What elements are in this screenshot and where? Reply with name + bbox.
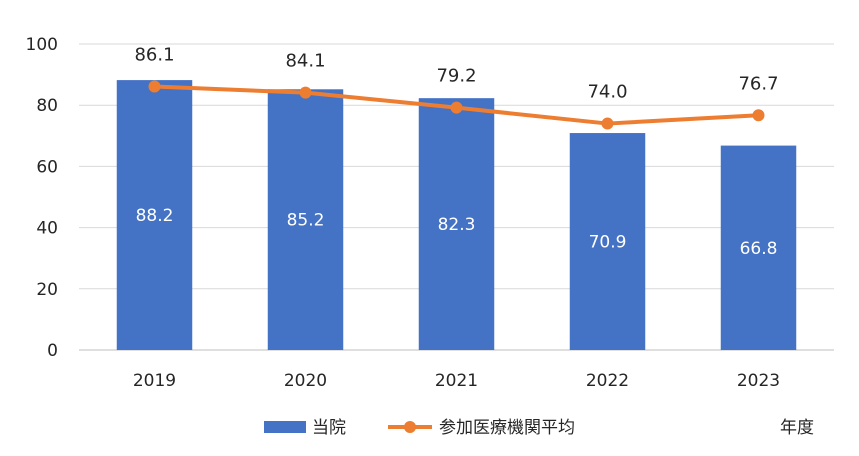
line-data-labels: 86.1 84.1 79.2 74.0 76.7 [134,45,778,103]
y-tick-label-20: 20 [36,280,58,300]
x-tick-label-2019: 2019 [133,371,176,391]
bar-2020 [267,89,344,351]
bar-label-2021: 82.3 [438,215,476,235]
line-label-2021: 79.2 [436,66,476,87]
bar-label-2022: 70.9 [589,233,627,253]
y-tick-label-40: 40 [36,219,58,239]
line-point-2023 [752,109,765,122]
x-axis-title: 年度 [780,418,814,438]
y-tick-label-100: 100 [26,35,58,55]
x-tick-label-2022: 2022 [586,371,629,391]
bar-2021 [418,98,495,350]
line-label-2020: 84.1 [285,51,325,72]
line-label-2022: 74.0 [587,82,627,103]
y-tick-label-60: 60 [36,157,58,177]
y-tick-label-80: 80 [36,96,58,116]
x-tick-label-2021: 2021 [435,371,478,391]
y-tick-label-0: 0 [47,341,58,361]
bar-label-2023: 66.8 [740,239,778,259]
line-series-participant-average [148,80,765,130]
line-point-2020 [299,86,312,99]
line-point-2019 [148,80,161,93]
bar-2022 [569,133,646,350]
bar-2023 [720,145,797,350]
line-point-2022 [601,117,614,130]
legend: 当院 参加医療機関平均 [264,418,575,438]
x-tick-label-2020: 2020 [284,371,327,391]
bar-label-2020: 85.2 [287,211,325,231]
x-axis-ticks: 2019 2020 2021 2022 2023 [133,371,780,391]
bar-data-labels: 88.2 85.2 82.3 70.9 66.8 [136,206,778,259]
legend-line-label: 参加医療機関平均 [439,418,575,438]
legend-line-marker [404,421,416,433]
line-label-2019: 86.1 [134,45,174,66]
line-point-2021 [450,101,463,114]
line-label-2023: 76.7 [738,73,778,94]
bar-2019 [116,80,193,350]
x-tick-label-2023: 2023 [737,371,780,391]
legend-bar-label: 当院 [312,418,346,438]
bar-series-this-hospital [116,80,797,351]
y-axis-ticks: 0 20 40 60 80 100 [26,35,58,361]
legend-bar-swatch [264,421,306,433]
bar-label-2019: 88.2 [136,206,174,226]
